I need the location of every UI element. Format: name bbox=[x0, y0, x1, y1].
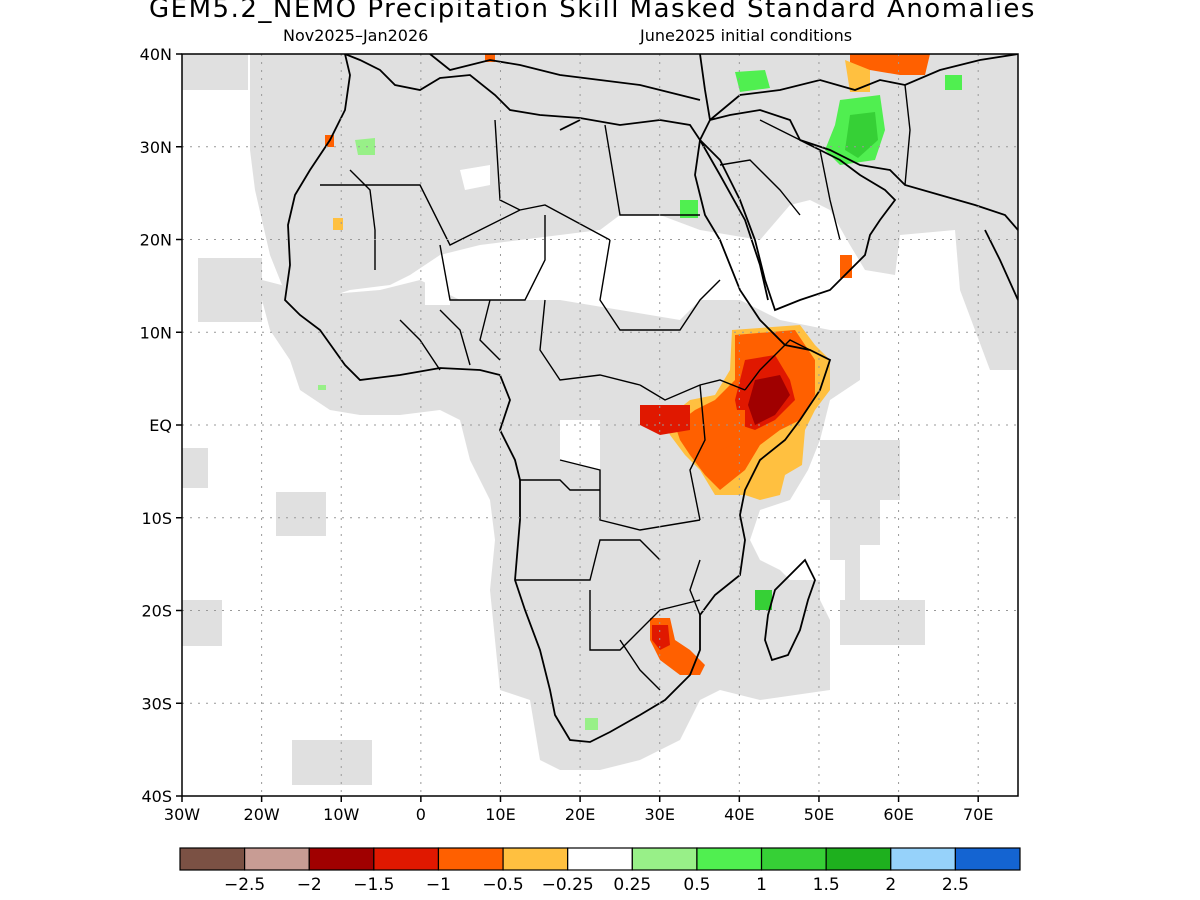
colorbar-label: −0.5 bbox=[482, 875, 523, 895]
colorbar-label: −2 bbox=[297, 875, 322, 895]
colorbar-swatch bbox=[244, 847, 310, 871]
colorbar-label: −2.5 bbox=[224, 875, 265, 895]
colorbar-swatch bbox=[308, 847, 375, 871]
colorbar-swatch bbox=[502, 847, 569, 871]
colorbar-label: 2 bbox=[885, 875, 896, 895]
colorbar-swatch bbox=[437, 847, 504, 871]
lon-label: 0 bbox=[416, 805, 426, 824]
lat-label: 10N bbox=[140, 323, 172, 342]
colorbar-label: −1.5 bbox=[353, 875, 394, 895]
lat-label: 20N bbox=[140, 231, 172, 250]
grid-lines bbox=[182, 54, 1018, 796]
lon-label: 20E bbox=[565, 805, 595, 824]
lon-label: 40E bbox=[724, 805, 754, 824]
colorbar-label: 2.5 bbox=[942, 875, 969, 895]
lon-label: 60E bbox=[883, 805, 913, 824]
colorbar-label: −0.25 bbox=[542, 875, 594, 895]
colorbar-label: 1.5 bbox=[813, 875, 840, 895]
lon-label: 30E bbox=[644, 805, 674, 824]
colorbar-label: 0.25 bbox=[613, 875, 651, 895]
anomaly-shading bbox=[318, 54, 962, 730]
lat-label: EQ bbox=[149, 416, 172, 435]
colorbar-swatch bbox=[179, 847, 246, 871]
colorbar-label: 0.5 bbox=[683, 875, 710, 895]
lon-label: 10W bbox=[323, 805, 359, 824]
lat-label: 40S bbox=[141, 787, 172, 806]
masked-region bbox=[182, 54, 1018, 785]
map-title: GEM5.2_NEMO Precipitation Skill Masked S… bbox=[149, 0, 1036, 24]
lat-label: 10S bbox=[141, 509, 172, 528]
lon-label: 20W bbox=[244, 805, 280, 824]
lat-label: 30S bbox=[141, 694, 172, 713]
colorbar-swatch bbox=[760, 847, 827, 871]
lon-label: 50E bbox=[804, 805, 834, 824]
forecast-period: Nov2025–Jan2026 bbox=[283, 26, 429, 45]
colorbar-swatch bbox=[954, 847, 1021, 871]
colorbar-swatch bbox=[373, 847, 440, 871]
colorbar-swatch bbox=[631, 847, 698, 871]
lon-label: 70E bbox=[963, 805, 993, 824]
latitude-axis: 40N 30N 20N 10N EQ 10S 20S 30S 40S bbox=[140, 45, 182, 806]
lat-label: 20S bbox=[141, 602, 172, 621]
colorbar-swatch bbox=[890, 847, 956, 871]
lon-label: 30W bbox=[164, 805, 200, 824]
colorbar: −2.5 −2 −1.5 −1 −0.5 −0.25 0.25 0.5 1 1.5 2 2.5 bbox=[179, 847, 1021, 895]
madagascar-outline bbox=[764, 558, 816, 662]
initial-conditions: June2025 initial conditions bbox=[640, 26, 853, 45]
longitude-axis: 30W 20W 10W 0 10E 20E 30E 40E 50E 60E 70E bbox=[164, 796, 993, 824]
colorbar-label: 1 bbox=[756, 875, 767, 895]
colorbar-swatch bbox=[825, 847, 892, 871]
lon-label: 10E bbox=[485, 805, 515, 824]
lat-label: 30N bbox=[140, 138, 172, 157]
colorbar-swatch bbox=[567, 847, 633, 871]
colorbar-swatch bbox=[696, 847, 763, 871]
lat-label: 40N bbox=[140, 45, 172, 64]
colorbar-label: −1 bbox=[426, 875, 451, 895]
